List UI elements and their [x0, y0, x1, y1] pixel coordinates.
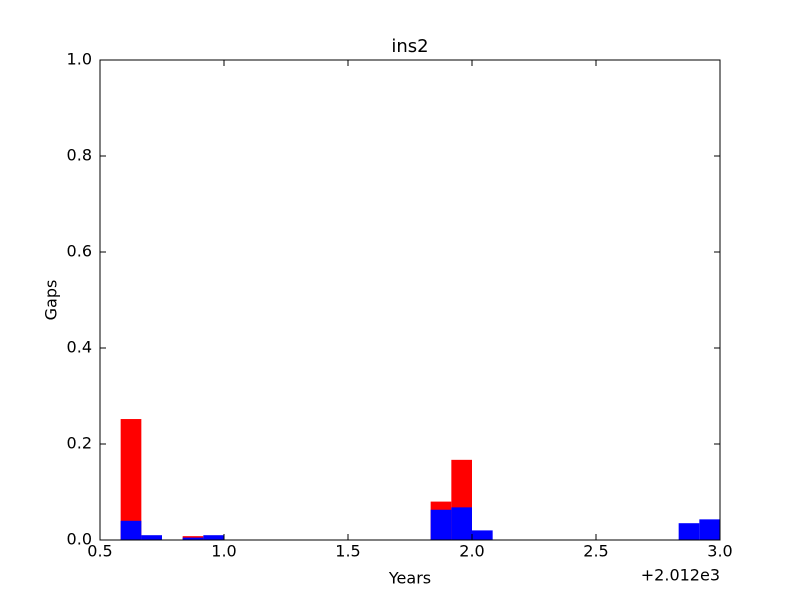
bar: [120, 520, 142, 540]
bar: [472, 530, 493, 540]
x-tick-label: 1.0: [211, 542, 236, 561]
bar: [120, 419, 142, 540]
x-offset-text: +2.012e3: [641, 566, 720, 585]
y-tick-label: 0.6: [67, 242, 92, 261]
bar: [430, 509, 452, 540]
plot-area: [120, 419, 720, 540]
y-tick-label: 1.0: [67, 50, 92, 69]
y-tick-label: 0.8: [67, 146, 92, 165]
bar: [141, 535, 162, 540]
x-tick-label: 1.5: [335, 542, 360, 561]
bar: [699, 519, 720, 540]
bar: [203, 535, 224, 540]
x-tick-label: 3.0: [707, 542, 732, 561]
plot-frame: [99, 59, 721, 541]
y-tick-label: 0.4: [67, 338, 92, 357]
y-axis-label: Gaps: [42, 280, 61, 321]
y-tick-label: 0.2: [67, 434, 92, 453]
chart-title: ins2: [391, 36, 428, 57]
bar: [451, 507, 472, 540]
x-tick-label: 2.5: [583, 542, 608, 561]
bar: [182, 537, 204, 540]
y-tick-label: 0.0: [67, 530, 92, 549]
x-tick-label: 2.0: [459, 542, 484, 561]
x-tick-label: 0.5: [87, 542, 112, 561]
bar: [678, 523, 700, 540]
x-axis-label: Years: [388, 569, 431, 588]
